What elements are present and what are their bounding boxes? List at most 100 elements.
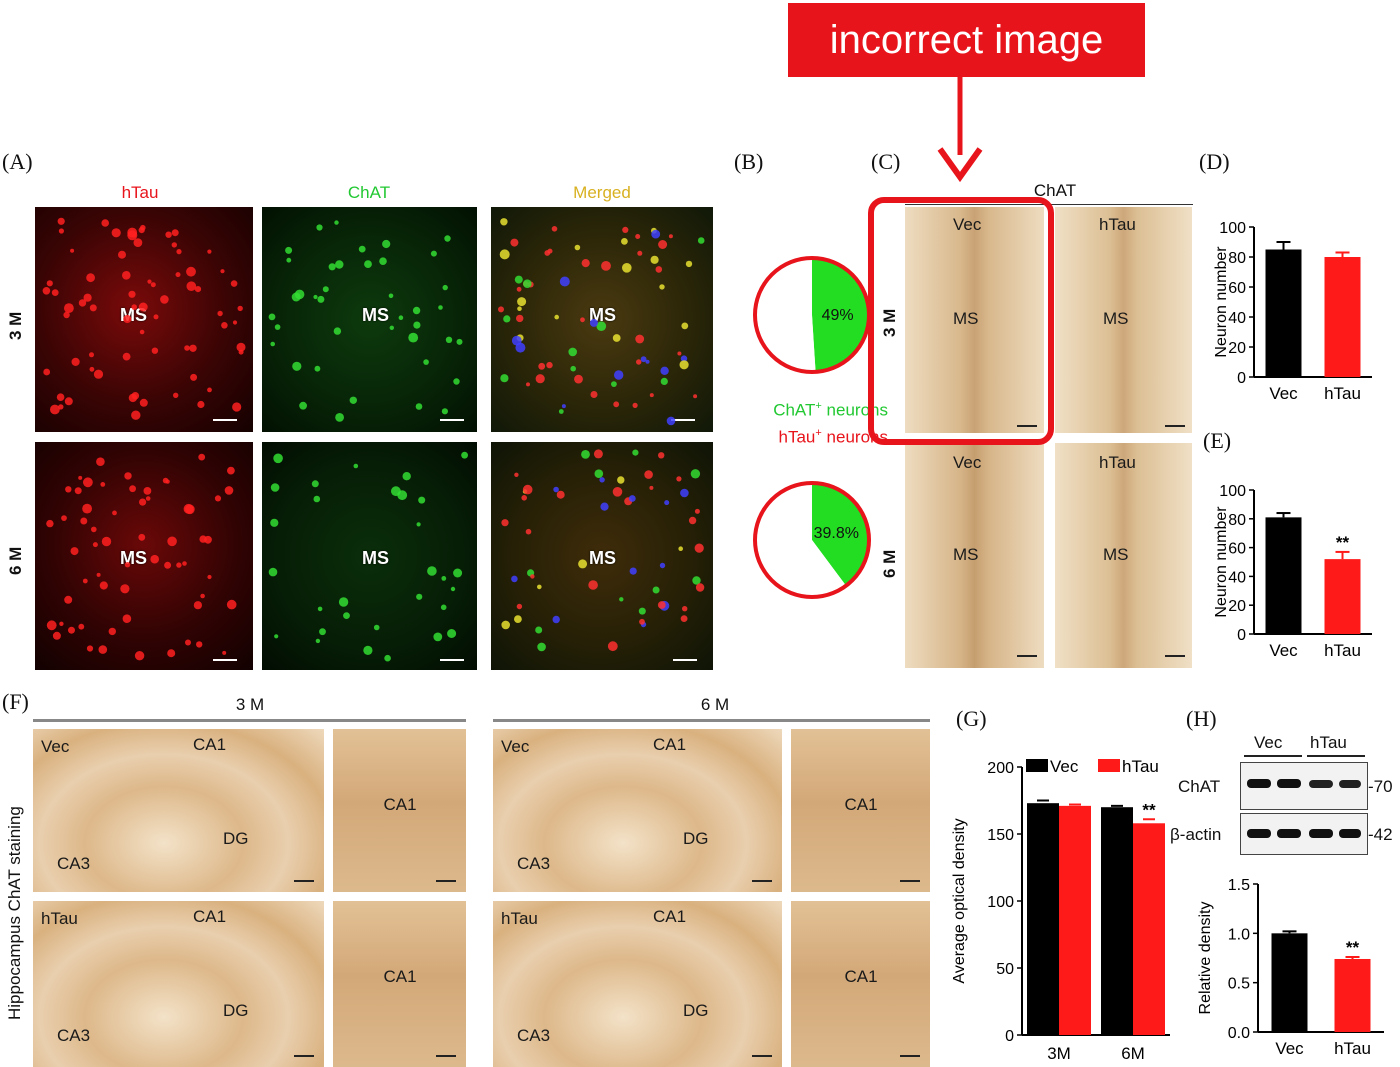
micrograph-chat-6m: MS	[262, 442, 477, 670]
cell-dot	[131, 410, 141, 420]
cell-dot	[574, 374, 583, 384]
cell-dot	[599, 477, 605, 483]
cell-dot	[535, 374, 545, 384]
bar	[1271, 933, 1308, 1032]
cell-dot	[112, 510, 117, 516]
ca1-zoom-micrograph: CA1	[333, 901, 466, 1067]
region-label-ca3: CA3	[517, 1026, 551, 1045]
y-axis-label: Neuron number	[1213, 246, 1230, 358]
y-axis-label: Average optical density	[951, 818, 968, 983]
cell-dot	[101, 536, 112, 547]
panel-a-header-chat: ChAT	[347, 183, 391, 202]
cell-dot	[270, 518, 279, 527]
y-tick-label: 40	[1228, 310, 1246, 327]
cell-dot	[581, 259, 590, 268]
blot-actin-strip	[1240, 813, 1368, 855]
x-tick-label: hTau	[1324, 384, 1361, 403]
cell-dot	[78, 299, 87, 307]
panel-label-c: (C)	[871, 149, 901, 174]
cell-dot	[145, 496, 151, 501]
cell-dot	[408, 332, 419, 343]
cell-dot	[238, 349, 244, 355]
cell-dot	[578, 559, 588, 569]
cell-dot	[621, 238, 628, 245]
x-tick-label: 6M	[1121, 1044, 1145, 1063]
cell-dot	[622, 263, 632, 273]
y-tick-label: 100	[1219, 220, 1246, 237]
cell-dot	[138, 533, 146, 541]
cell-dot	[198, 453, 206, 461]
cell-dot	[343, 612, 350, 619]
cell-dot	[651, 229, 661, 239]
cell-dot	[220, 269, 225, 274]
cell-dot	[353, 463, 359, 469]
cell-dot	[78, 623, 85, 630]
cell-dot	[438, 305, 443, 310]
cell-dot	[638, 607, 646, 615]
cell-dot	[89, 352, 94, 358]
cell-dot	[96, 572, 101, 577]
cell-dot	[313, 495, 321, 503]
y-tick-label: 200	[987, 760, 1014, 777]
cell-dot	[52, 631, 61, 640]
micrograph-htau-3m: MS	[35, 207, 253, 432]
cell-dot	[190, 373, 198, 381]
cell-dot	[441, 576, 447, 581]
cell-dot	[678, 546, 683, 551]
scale-bar	[1017, 425, 1037, 427]
cell-dot	[397, 490, 408, 501]
cell-dot	[666, 416, 676, 426]
cell-dot	[416, 593, 423, 600]
cell-dot	[294, 289, 305, 300]
region-label: MS	[362, 305, 389, 325]
cell-dot	[99, 581, 108, 590]
hippocampus-micrograph: hTau CA1 DG CA3	[493, 901, 782, 1067]
scale-bar	[673, 659, 697, 661]
col-label: Vec	[953, 215, 982, 234]
y-tick-label: 60	[1228, 541, 1246, 558]
cell-dot	[423, 359, 429, 365]
cell-dot	[535, 626, 543, 634]
y-tick-label: 20	[1228, 598, 1246, 615]
cell-dot	[416, 522, 421, 527]
cell-dot	[167, 536, 177, 547]
scale-bar	[440, 659, 464, 661]
cell-dot	[299, 401, 307, 410]
cell-dot	[83, 477, 93, 488]
y-tick-label: 20	[1228, 340, 1246, 357]
cell-dot	[384, 654, 391, 662]
cell-dot	[57, 217, 65, 225]
incorrect-image-highlight-box	[868, 197, 1054, 445]
cell-dot	[64, 397, 73, 406]
cell-dot	[600, 502, 609, 511]
cell-dot	[58, 228, 64, 234]
cell-dot	[173, 392, 179, 398]
cell-dot	[91, 526, 97, 533]
y-tick-label: 50	[996, 961, 1014, 978]
scale-bar	[436, 880, 456, 882]
pie-slice	[755, 483, 847, 597]
cell-dot	[552, 615, 560, 624]
cell-dot	[680, 615, 688, 622]
cell-dot	[68, 626, 75, 634]
region-label-ca1: CA1	[193, 735, 227, 754]
y-tick-label: 1.0	[1228, 926, 1250, 943]
x-tick-label: Vec	[1269, 384, 1298, 403]
cell-dot	[537, 642, 546, 652]
region-label: MS	[589, 548, 616, 568]
cell-dot	[313, 294, 318, 300]
cell-dot	[317, 295, 325, 303]
cell-dot	[525, 528, 532, 535]
cell-dot	[614, 370, 624, 380]
cell-dot	[58, 404, 64, 410]
cell-dot	[328, 263, 336, 271]
hippocampus-micrograph: Vec CA1 DG CA3	[493, 729, 782, 892]
panel-c-header: ChAT	[1033, 181, 1077, 200]
region-label-ca1: CA1	[653, 907, 687, 926]
cell-dot	[415, 403, 423, 410]
x-tick-label: hTau	[1324, 641, 1361, 660]
cell-dot	[64, 595, 73, 604]
cell-dot	[447, 629, 457, 638]
cell-dot	[316, 224, 323, 231]
cell-dot	[637, 250, 643, 256]
